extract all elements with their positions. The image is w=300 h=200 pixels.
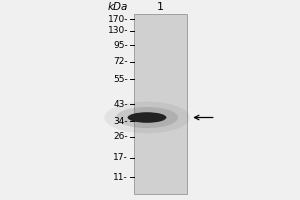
Ellipse shape [116, 107, 178, 128]
Text: 43-: 43- [114, 100, 128, 109]
Text: 170-: 170- [108, 15, 128, 24]
Text: 95-: 95- [113, 41, 128, 50]
Text: 11-: 11- [113, 173, 128, 182]
Text: 55-: 55- [113, 75, 128, 84]
Ellipse shape [104, 102, 190, 133]
Text: kDa: kDa [108, 2, 128, 12]
Text: 26-: 26- [114, 132, 128, 141]
Ellipse shape [128, 112, 167, 123]
Text: 72-: 72- [114, 57, 128, 66]
Text: 1: 1 [157, 2, 164, 12]
Bar [134, 14, 187, 194]
Text: 130-: 130- [108, 26, 128, 35]
Text: 34-: 34- [114, 117, 128, 126]
Text: 17-: 17- [113, 153, 128, 162]
